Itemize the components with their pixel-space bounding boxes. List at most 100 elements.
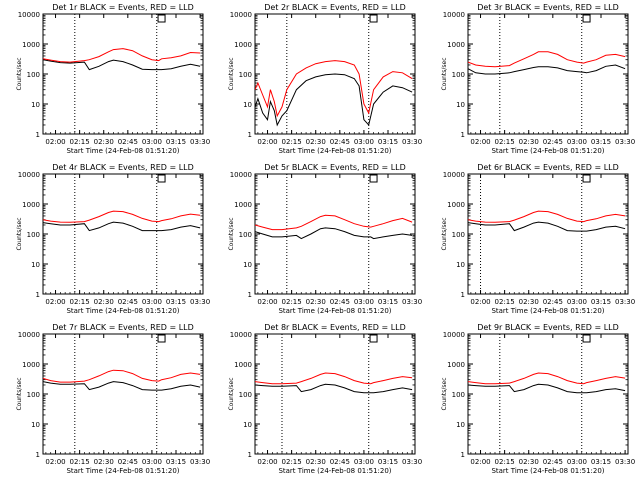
detector-panel-1: Det 1r BLACK = Events, RED = LLD 1 10 100 10… [16,3,210,155]
plot-frame [42,333,204,455]
events-series-line [468,221,626,232]
x-tick-label: 02:30 [306,298,326,306]
x-tick-label: 02:45 [543,458,563,466]
x-tick-label: 03:15 [166,458,186,466]
x-tick-label: 03:30 [615,298,635,306]
x-tick-label: 03:00 [354,458,374,466]
y-tick-label: 10 [243,261,252,269]
x-tick-label: 02:45 [330,298,350,306]
panel-title: Det 9r BLACK = Events, RED = LLD [477,323,619,332]
x-tick-label: 02:30 [306,138,326,146]
y-tick-label: 100 [27,391,40,399]
x-tick-label: 03:15 [591,298,611,306]
x-tick-label: 03:00 [354,138,374,146]
events-series-line [43,381,201,391]
y-tick-label: 1 [36,291,40,299]
y-tick-label: 100 [239,391,252,399]
y-tick-label: 10000 [18,331,40,339]
marker-square [582,334,591,343]
x-axis-label: Start Time (24-Feb-08 01:51:20) [278,147,391,155]
x-tick-label: 02:00 [470,138,490,146]
x-axis-label: Start Time (24-Feb-08 01:51:20) [491,467,604,475]
y-tick-label: 1 [248,291,252,299]
x-axis-label: Start Time (24-Feb-08 01:51:20) [66,147,179,155]
y-tick-label: 100 [239,71,252,79]
marker-square [157,14,166,23]
events-series-line [255,73,413,127]
y-tick-label: 1 [461,291,465,299]
events-series-line [468,383,626,394]
y-tick-label: 1000 [447,201,465,209]
y-tick-label: 10000 [443,11,465,19]
x-axis-label: Start Time (24-Feb-08 01:51:20) [66,307,179,315]
plot-frame [254,333,416,455]
lld-series-line [43,210,201,223]
x-tick-label: 03:15 [378,298,398,306]
x-tick-label: 02:00 [45,138,65,146]
y-tick-label: 100 [239,231,252,239]
y-tick-label: 10 [456,101,465,109]
x-tick-label: 02:00 [257,458,277,466]
x-tick-label: 02:30 [94,298,114,306]
x-tick-label: 02:00 [257,298,277,306]
x-tick-label: 03:15 [591,138,611,146]
y-axis-label: Counts/sec [228,377,235,410]
x-tick-label: 02:30 [519,138,539,146]
marker-square [369,174,378,183]
panel-title: Det 2r BLACK = Events, RED = LLD [264,3,406,12]
x-tick-label: 02:15 [282,298,302,306]
x-tick-label: 03:00 [354,298,374,306]
x-tick-label: 03:30 [190,138,210,146]
detector-panel-8: Det 8r BLACK = Events, RED = LLD 1 10 100 10… [228,323,422,475]
y-axis-label: Counts/sec [16,217,23,250]
x-tick-label: 02:30 [94,138,114,146]
y-tick-label: 100 [452,231,465,239]
x-tick-label: 02:15 [282,138,302,146]
y-tick-label: 10000 [443,171,465,179]
x-tick-label: 02:45 [330,458,350,466]
y-tick-label: 1000 [22,361,40,369]
detector-panel-3: Det 3r BLACK = Events, RED = LLD 1 10 100 10… [441,3,635,155]
panel-title: Det 6r BLACK = Events, RED = LLD [477,163,619,172]
panel-title: Det 4r BLACK = Events, RED = LLD [52,163,194,172]
x-tick-label: 02:15 [495,298,515,306]
y-axis-label: Counts/sec [16,57,23,90]
detector-panel-7: Det 7r BLACK = Events, RED = LLD 1 10 100 10… [16,323,210,475]
x-tick-label: 02:45 [543,298,563,306]
y-tick-label: 1000 [447,41,465,49]
x-tick-label: 03:15 [378,138,398,146]
x-tick-label: 03:15 [378,458,398,466]
y-tick-label: 1000 [447,361,465,369]
marker-square [582,14,591,23]
panel-title: Det 8r BLACK = Events, RED = LLD [264,323,406,332]
lld-series-line [468,210,626,223]
x-tick-label: 02:15 [70,458,90,466]
y-tick-label: 10 [456,261,465,269]
y-tick-label: 10000 [443,331,465,339]
x-tick-label: 03:30 [402,458,422,466]
y-tick-label: 10000 [230,171,252,179]
detector-panel-5: Det 5r BLACK = Events, RED = LLD 1 10 100 10… [228,163,422,315]
x-tick-label: 02:30 [519,458,539,466]
y-tick-label: 10 [31,101,40,109]
y-axis-label: Counts/sec [441,57,448,90]
y-tick-label: 1 [248,131,252,139]
y-axis-label: Counts/sec [228,57,235,90]
x-tick-label: 03:00 [567,298,587,306]
y-tick-label: 10000 [18,11,40,19]
x-tick-label: 02:00 [45,298,65,306]
lld-series-line [468,372,626,385]
x-tick-label: 03:15 [166,138,186,146]
x-tick-label: 02:15 [70,138,90,146]
events-series-line [43,221,201,232]
x-axis-label: Start Time (24-Feb-08 01:51:20) [66,467,179,475]
x-tick-label: 02:30 [519,298,539,306]
x-tick-label: 02:45 [543,138,563,146]
x-axis-label: Start Time (24-Feb-08 01:51:20) [278,307,391,315]
y-tick-label: 10 [31,421,40,429]
y-tick-label: 1000 [234,361,252,369]
marker-square [157,174,166,183]
y-tick-label: 10000 [18,171,40,179]
detector-panel-2: Det 2r BLACK = Events, RED = LLD 1 10 100 10… [228,3,422,155]
